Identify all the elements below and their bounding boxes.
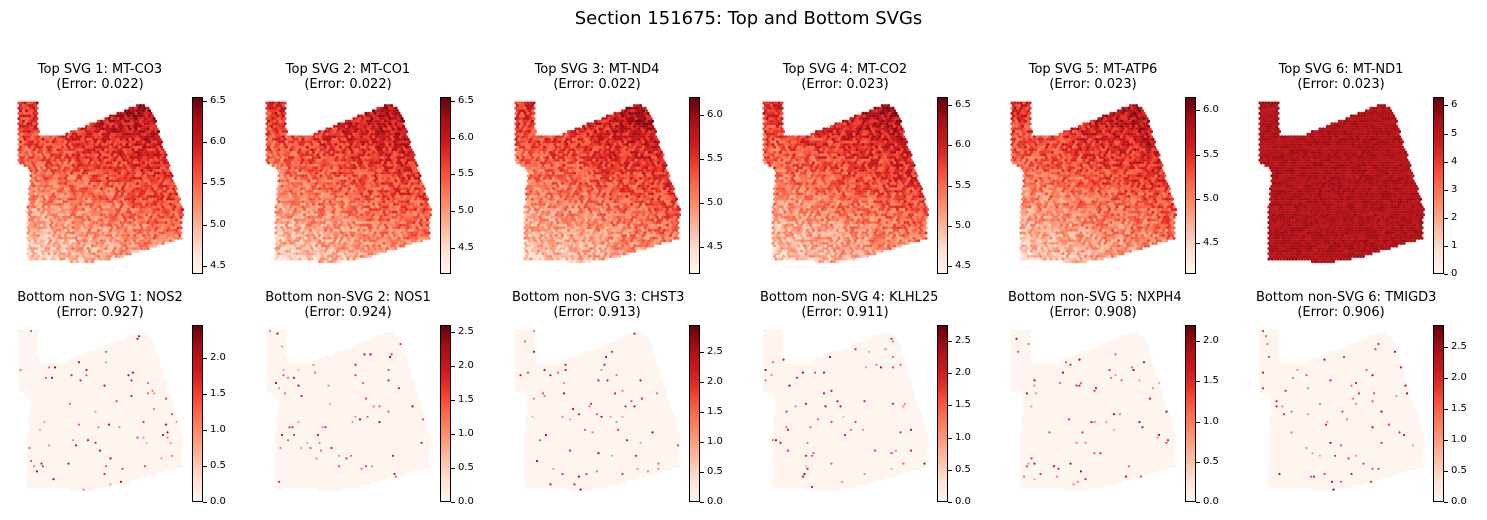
spot xyxy=(98,257,101,260)
colorbar-tick xyxy=(203,101,207,102)
colorbar-tick-label: 5.0 xyxy=(210,219,226,231)
spot xyxy=(26,257,29,260)
spot xyxy=(107,257,110,260)
spot xyxy=(101,257,104,260)
colorbar-tick xyxy=(203,266,207,267)
spot xyxy=(176,237,179,240)
panel-1: Top SVG 1: MT-CO3(Error: 0.022) 4.5 5.0 5.5… xyxy=(15,62,263,292)
spot xyxy=(112,255,115,258)
panel-title-error: (Error: 0.022) xyxy=(263,77,433,92)
panel-title-gene: Top SVG 2: MT-CO1 xyxy=(263,62,433,77)
spot xyxy=(267,161,270,164)
spot xyxy=(85,260,88,263)
spot xyxy=(44,257,47,260)
spot xyxy=(271,164,274,167)
spot xyxy=(140,247,143,250)
spot xyxy=(62,257,65,260)
spot xyxy=(427,237,430,240)
colorbar-tick xyxy=(203,142,207,143)
spot xyxy=(73,260,76,263)
spot xyxy=(76,260,79,263)
spatial-scatter xyxy=(263,97,433,274)
colorbar-tick-label: 6.0 xyxy=(210,136,226,148)
spot xyxy=(151,244,154,247)
spot xyxy=(79,260,82,263)
spot xyxy=(53,257,56,260)
colorbar-tick xyxy=(203,183,207,184)
spot xyxy=(59,257,62,260)
spot xyxy=(417,239,420,242)
colorbar-tick-label: 4.5 xyxy=(210,260,226,272)
panel-title: Top SVG 1: MT-CO3(Error: 0.022) xyxy=(15,62,185,92)
figure-title: Section 151675: Top and Bottom SVGs xyxy=(0,8,1487,29)
spot xyxy=(38,257,41,260)
spot xyxy=(169,239,172,242)
spot xyxy=(179,237,182,240)
spot xyxy=(118,255,121,258)
panel-title-gene: Top SVG 1: MT-CO3 xyxy=(15,62,185,77)
spot xyxy=(47,257,50,260)
spot xyxy=(29,257,32,260)
spot xyxy=(158,242,161,245)
spot xyxy=(50,257,53,260)
spot xyxy=(172,239,175,242)
spot xyxy=(70,260,73,263)
spot xyxy=(91,260,94,263)
spot xyxy=(128,252,131,255)
spot xyxy=(19,161,22,164)
spot xyxy=(23,164,26,167)
spot xyxy=(161,242,164,245)
spot xyxy=(65,257,68,260)
spot xyxy=(420,239,423,242)
spot xyxy=(136,250,139,253)
spot xyxy=(143,247,146,250)
panel-title: Top SVG 2: MT-CO1(Error: 0.022) xyxy=(263,62,433,92)
spot xyxy=(166,239,169,242)
colorbar-tick xyxy=(203,225,207,226)
spot xyxy=(133,250,136,253)
spot xyxy=(95,257,98,260)
spot xyxy=(424,237,427,240)
spot xyxy=(32,257,35,260)
spatial-scatter xyxy=(15,97,185,274)
spot xyxy=(41,257,44,260)
colorbar-tick-label: 5.5 xyxy=(210,177,226,189)
spot xyxy=(154,244,157,247)
spot xyxy=(88,260,91,263)
spot xyxy=(121,255,124,258)
colorbar xyxy=(192,97,203,274)
colorbar-ticks: 4.5 5.0 5.5 6.0 6.5 xyxy=(203,97,253,274)
spot xyxy=(115,255,118,258)
spot xyxy=(146,247,149,250)
spot xyxy=(82,260,85,263)
spot xyxy=(104,257,107,260)
panel-title-error: (Error: 0.022) xyxy=(15,77,185,92)
spot xyxy=(35,257,38,260)
spot xyxy=(414,239,417,242)
spot xyxy=(56,257,59,260)
spot xyxy=(125,252,128,255)
colorbar-tick-label: 6.5 xyxy=(210,95,226,107)
